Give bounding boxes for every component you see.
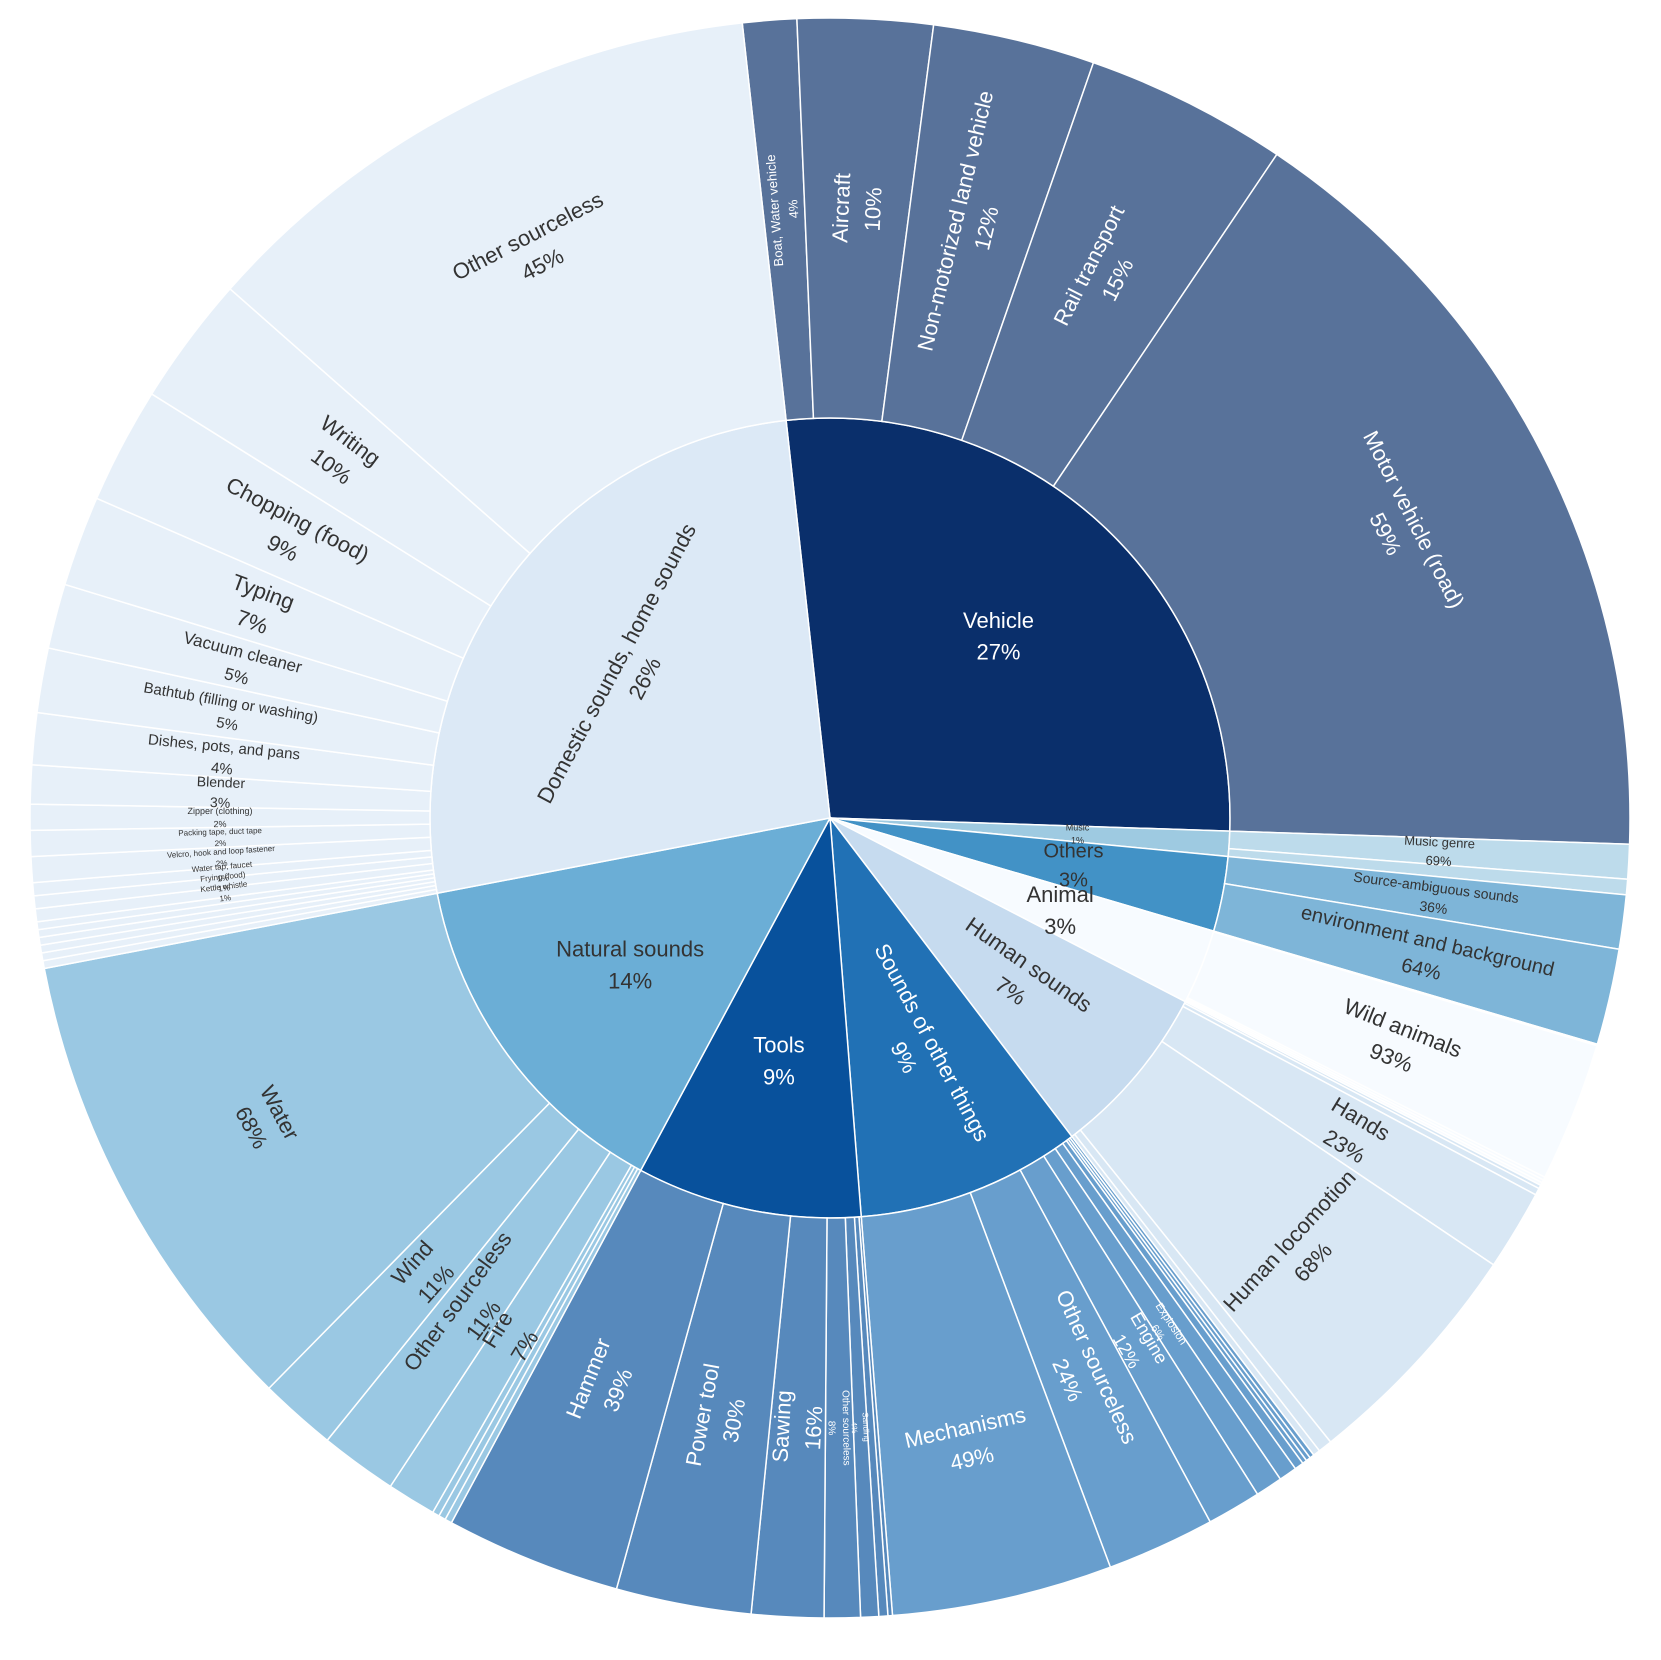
- segment-label-aircraft: Aircraft 10%: [827, 173, 887, 245]
- segment-label-other-sourceless: Other sourceless8%: [825, 1390, 852, 1466]
- category-label-music: Music 1%: [1066, 823, 1090, 846]
- segment-label-packing-tape-duct-tape: Packing tape, duct tape2%: [178, 826, 263, 849]
- inner-ring: [429, 417, 1231, 1219]
- category-label-tools: Tools 9%: [753, 1032, 804, 1089]
- category-label-vehicle: Vehicle 27%: [963, 608, 1034, 665]
- category-label-natural-sounds: Natural sounds 14%: [556, 937, 704, 994]
- segment-label-blender: Blender3%: [196, 773, 246, 811]
- segment-water[interactable]: [43, 892, 551, 1390]
- outer-ring: [29, 17, 1631, 1619]
- category-label-animal: Animal 3%: [1027, 882, 1094, 939]
- segment-label-sawing: Sawing 16%: [767, 1390, 828, 1465]
- segment-label-sanding: Sanding4%: [849, 1412, 871, 1442]
- segment-other-sourceless[interactable]: [228, 22, 787, 555]
- category-label-others: Others 3%: [1043, 841, 1103, 892]
- segment-label-music-genre: Music genre69%: [1403, 833, 1476, 871]
- segment-motor-vehicle-road[interactable]: [1052, 153, 1631, 846]
- segment-label-zipper-clothing: Zipper (clothing) 2%: [187, 806, 252, 829]
